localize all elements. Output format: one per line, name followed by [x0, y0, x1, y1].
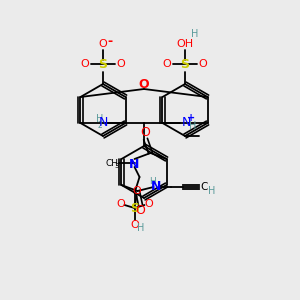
Text: N: N: [182, 116, 191, 130]
Text: N: N: [151, 181, 162, 194]
Text: O: O: [99, 39, 107, 49]
Text: S: S: [98, 58, 107, 70]
Text: N: N: [99, 116, 108, 130]
Text: O: O: [163, 59, 171, 69]
Text: O: O: [117, 59, 125, 69]
Text: H: H: [189, 121, 196, 131]
Text: H: H: [191, 29, 199, 39]
Text: 2: 2: [97, 121, 102, 130]
Text: H: H: [149, 176, 156, 185]
Text: 3: 3: [114, 163, 119, 169]
Text: H: H: [137, 223, 144, 233]
Text: H: H: [96, 114, 103, 124]
Text: +: +: [188, 113, 196, 123]
Text: O: O: [81, 59, 89, 69]
Text: O: O: [199, 59, 207, 69]
Text: O: O: [136, 205, 146, 218]
Text: S: S: [181, 58, 190, 70]
Text: O: O: [141, 127, 151, 140]
Text: C: C: [201, 182, 208, 192]
Text: O: O: [116, 199, 125, 209]
Text: OH: OH: [176, 39, 194, 49]
Text: O: O: [132, 186, 141, 196]
Text: -: -: [107, 34, 112, 47]
Text: S: S: [130, 202, 139, 214]
Text: O: O: [130, 220, 139, 230]
Text: H: H: [208, 186, 215, 196]
Text: N: N: [129, 158, 140, 172]
Text: O: O: [144, 199, 153, 209]
Text: O: O: [139, 77, 149, 91]
Text: CH: CH: [105, 158, 118, 167]
